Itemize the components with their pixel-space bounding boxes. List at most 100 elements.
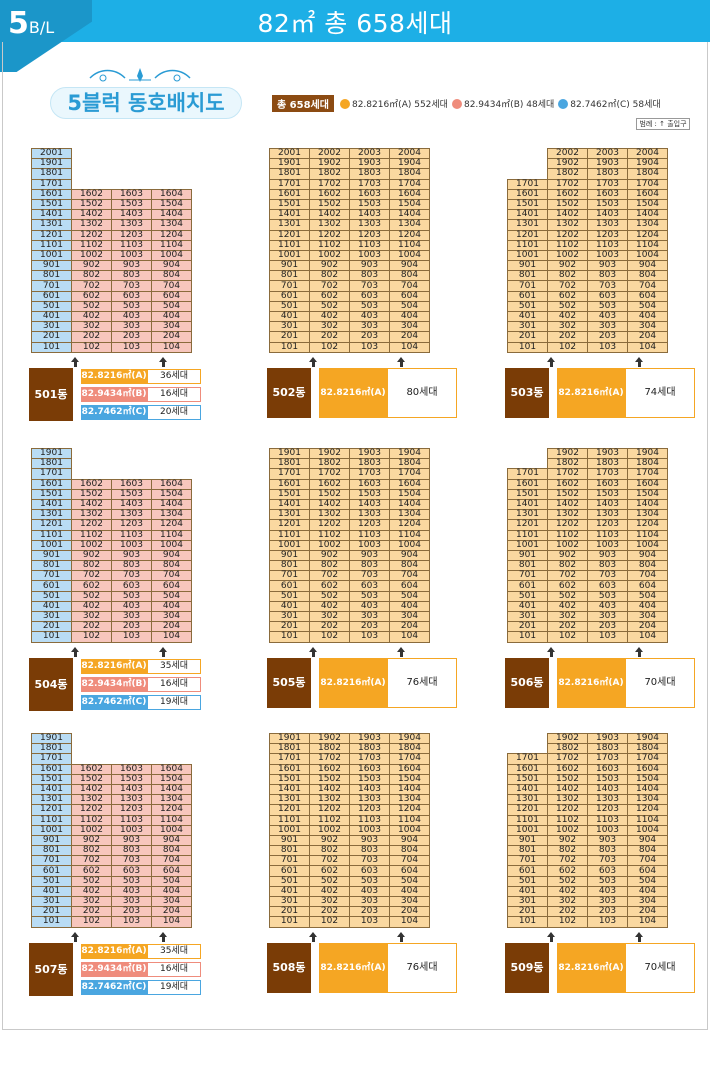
unit-cell: 903 (587, 260, 628, 272)
unit-cell: 1804 (627, 458, 668, 470)
unit-cell: 1602 (547, 188, 588, 200)
empty-cell (508, 149, 548, 159)
unit-cell: 802 (309, 560, 350, 572)
unit-cell: 304 (627, 321, 668, 333)
unit-cell: 503 (587, 300, 628, 313)
unit-cell: 1904 (389, 158, 430, 170)
unit-grid: 2001 2002 2003 2004 1901 1902 1903 1904 1801 1802… (269, 147, 430, 353)
unit-cell: 1202 (547, 519, 588, 531)
unit-cell: 103 (587, 341, 628, 353)
unit-cell: 2004 (389, 147, 430, 160)
unit-count-row: 82.7462㎡(C) 20세대 (81, 405, 201, 421)
unit-cell: 501 (31, 590, 72, 602)
unit-cell: 1402 (309, 209, 350, 221)
unit-cell: 902 (309, 260, 350, 272)
unit-cell: 1501 (269, 198, 310, 211)
unit-cell: 1901 (31, 732, 72, 745)
unit-cell: 2003 (349, 147, 390, 160)
unit-cell: 1701 (507, 468, 548, 480)
unit-cell: 702 (309, 570, 350, 582)
unit-cell: 1903 (349, 158, 390, 170)
unit-cell: 1804 (389, 168, 430, 180)
unit-cell: 2002 (547, 147, 588, 160)
unit-cell: 803 (349, 270, 390, 282)
unit-cell: 903 (349, 260, 390, 272)
unit-cell: 101 (31, 341, 72, 353)
unit-cell: 1401 (507, 783, 548, 796)
unit-cell: 503 (587, 590, 628, 602)
unit-cell: 903 (111, 549, 152, 562)
unit-cell: 1303 (349, 219, 390, 231)
unit-cell: 1602 (309, 188, 350, 200)
unit-cell: 402 (309, 600, 350, 613)
unit-cell: 301 (31, 321, 72, 333)
unit-type-label: 82.7462㎡(C) (81, 980, 147, 996)
entrance-arrow-icon (71, 932, 80, 943)
empty-cell (72, 159, 112, 169)
unit-cell: 203 (349, 621, 390, 633)
unit-cell: 1101 (507, 529, 548, 541)
unit-cell: 903 (349, 549, 390, 562)
building-label: 509동 (505, 943, 549, 994)
entrance-arrow-icon (635, 647, 644, 658)
entrance-arrow-icon (159, 357, 168, 368)
unit-cell: 1503 (349, 488, 390, 500)
unit-cell: 1603 (587, 763, 628, 775)
unit-cell: 1201 (269, 229, 310, 241)
unit-cell: 202 (547, 331, 588, 343)
unit-cell: 1701 (507, 178, 548, 190)
empty-cell (112, 159, 152, 169)
unit-count-box: 82.8216㎡(A) 70세대 (557, 943, 695, 994)
unit-cell: 903 (111, 834, 152, 847)
unit-cell: 104 (627, 916, 668, 928)
unit-cell: 801 (31, 560, 72, 572)
unit-cell: 1601 (31, 188, 72, 200)
unit-type-label: 82.8216㎡(A) (319, 943, 387, 994)
unit-cell: 1903 (587, 158, 628, 170)
unit-type-label: 82.8216㎡(A) (557, 368, 625, 419)
unit-cell: 1102 (71, 239, 112, 251)
unit-cell: 302 (71, 610, 112, 623)
unit-cell: 1704 (389, 753, 430, 765)
unit-cell: 401 (507, 310, 548, 323)
unit-cell: 601 (31, 290, 72, 302)
unit-cell: 1301 (507, 794, 548, 806)
unit-cell: 503 (111, 875, 152, 887)
unit-count-box: 82.8216㎡(A) 76세대 (319, 943, 457, 994)
unit-cell: 603 (349, 290, 390, 302)
unit-cell: 302 (547, 321, 588, 333)
unit-cell: 304 (627, 610, 668, 623)
unit-count-row: 82.9434㎡(B) 16세대 (81, 387, 201, 403)
unit-cell: 603 (111, 580, 152, 592)
unit-cell: 1001 (31, 249, 72, 262)
unit-cell: 1202 (309, 229, 350, 241)
unit-count-box: 82.8216㎡(A) 76세대 (319, 658, 457, 709)
entrance-arrow-icon (309, 932, 318, 943)
unit-count-value: 16세대 (147, 962, 201, 978)
unit-cell: 201 (269, 331, 310, 343)
building-label: 507동 (29, 943, 73, 997)
unit-cell: 1703 (349, 178, 390, 190)
unit-cell: 703 (587, 855, 628, 867)
unit-cell: 504 (627, 300, 668, 313)
unit-cell: 104 (389, 916, 430, 928)
unit-cell: 504 (389, 590, 430, 602)
unit-cell: 1903 (587, 447, 628, 460)
unit-cell: 904 (151, 549, 192, 562)
unit-cell: 1604 (151, 763, 192, 775)
unit-cell: 903 (111, 260, 152, 272)
unit-cell: 1602 (309, 478, 350, 490)
unit-cell: 102 (309, 631, 350, 643)
unit-cell: 904 (627, 260, 668, 272)
unit-cell: 1502 (309, 773, 350, 785)
unit-cell: 201 (269, 906, 310, 918)
unit-cell: 1501 (31, 773, 72, 785)
unit-count-value: 35세대 (147, 659, 201, 675)
empty-cell (112, 734, 152, 744)
unit-cell: 1302 (71, 794, 112, 806)
unit-cell: 603 (111, 865, 152, 877)
unit-cell: 1203 (587, 804, 628, 816)
unit-cell: 603 (111, 290, 152, 302)
unit-cell: 802 (309, 270, 350, 282)
unit-cell: 704 (627, 570, 668, 582)
